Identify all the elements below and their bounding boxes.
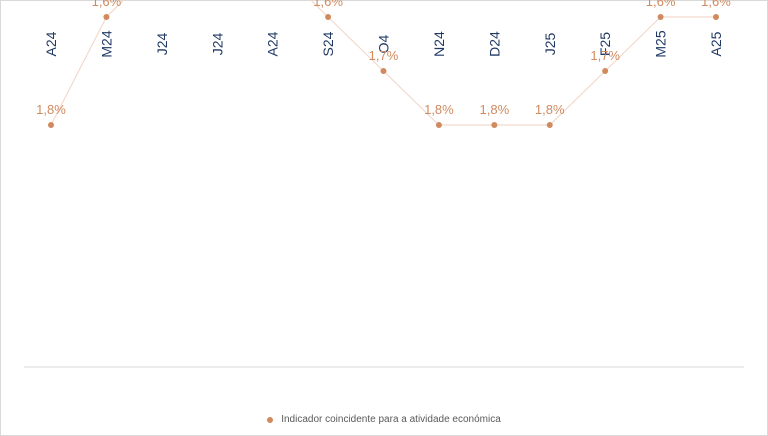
data-point <box>48 122 54 128</box>
legend-marker-icon <box>267 416 274 423</box>
category-label: A24 <box>265 31 281 56</box>
legend: Indicador coincidente para a atividade e… <box>0 414 768 425</box>
data-point <box>491 122 498 128</box>
data-label: 1,8% <box>480 102 510 117</box>
data-label: 1,7% <box>590 48 620 63</box>
legend-label: Indicador coincidente para a atividade e… <box>281 414 501 425</box>
data-point <box>103 14 110 20</box>
data-point <box>546 122 553 128</box>
category-label: O4 <box>376 34 392 53</box>
category-label: M25 <box>653 30 669 57</box>
data-label: 1,6% <box>313 0 343 9</box>
data-point <box>602 68 609 74</box>
category-label: A25 <box>708 31 724 56</box>
category-label: F25 <box>597 32 613 56</box>
data-point <box>713 14 719 20</box>
data-label: 1,7% <box>369 48 399 63</box>
category-label: J25 <box>542 33 558 56</box>
data-point <box>325 14 332 20</box>
category-label: M24 <box>98 30 114 57</box>
data-label: 1,8% <box>424 102 454 117</box>
data-label: 1,6% <box>92 0 122 9</box>
category-label: J24 <box>209 33 225 56</box>
data-label: 1,6% <box>646 0 676 9</box>
data-label: 1,8% <box>36 102 66 117</box>
data-point <box>380 68 387 74</box>
category-label: D24 <box>486 31 502 57</box>
category-label: J24 <box>154 33 170 56</box>
data-point <box>435 122 442 128</box>
category-label: S24 <box>320 31 336 56</box>
category-label: N24 <box>431 31 447 57</box>
data-point <box>657 14 664 20</box>
data-label: 1,8% <box>535 102 565 117</box>
data-label: 1,6% <box>701 0 731 9</box>
category-label: A24 <box>43 31 59 56</box>
